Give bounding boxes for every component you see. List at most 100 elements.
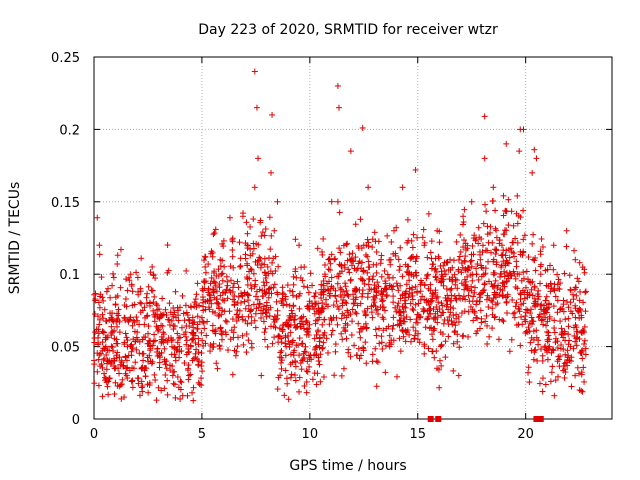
data-point: [403, 281, 410, 288]
data-point: [377, 290, 384, 297]
data-point: [135, 375, 142, 382]
data-point: [530, 231, 537, 238]
data-point: [129, 302, 136, 309]
data-point: [373, 288, 380, 295]
y-tick-label: 0.15: [51, 196, 80, 211]
data-point: [319, 345, 326, 352]
data-point: [477, 307, 484, 314]
data-point: [306, 321, 313, 328]
data-point: [453, 238, 460, 245]
data-point: [100, 315, 107, 322]
data-point: [412, 327, 419, 334]
data-point: [103, 360, 110, 367]
data-point: [203, 332, 210, 339]
data-point: [207, 296, 214, 303]
data-point: [397, 348, 404, 355]
data-point: [372, 345, 379, 352]
data-point: [161, 345, 168, 352]
data-point: [167, 309, 174, 316]
data-point: [311, 335, 318, 342]
data-point: [276, 325, 283, 332]
data-point: [434, 293, 441, 300]
data-point: [133, 346, 140, 353]
data-point: [289, 359, 296, 366]
data-point: [347, 277, 354, 284]
data-point: [435, 366, 442, 373]
data-point: [572, 314, 579, 321]
data-point: [472, 237, 479, 244]
data-point: [92, 329, 99, 336]
data-point: [256, 300, 263, 307]
data-point: [169, 363, 176, 370]
data-point: [333, 298, 340, 305]
data-point: [320, 339, 327, 346]
data-point: [410, 273, 417, 280]
data-point: [475, 224, 482, 231]
data-point: [136, 392, 143, 399]
data-point: [456, 344, 463, 351]
data-point: [386, 257, 393, 264]
data-point: [331, 372, 338, 379]
data-point: [278, 359, 285, 366]
data-point: [198, 359, 205, 366]
data-point: [468, 263, 475, 270]
data-point: [478, 315, 485, 322]
data-point: [201, 257, 208, 264]
data-point: [424, 271, 431, 278]
data-point: [564, 298, 571, 305]
data-point: [177, 378, 184, 385]
data-point: [474, 261, 481, 268]
data-point: [420, 226, 427, 233]
data-point: [540, 310, 547, 317]
data-point: [551, 329, 558, 336]
plot-border: [93, 56, 613, 420]
data-point: [136, 321, 143, 328]
data-point: [382, 278, 389, 285]
data-point: [188, 304, 195, 311]
data-point: [268, 290, 275, 297]
data-point: [242, 305, 249, 312]
data-point: [396, 317, 403, 324]
data-point: [461, 206, 468, 213]
data-point: [259, 287, 266, 294]
data-point: [373, 332, 380, 339]
data-point: [403, 313, 410, 320]
data-point: [252, 310, 259, 317]
data-point: [113, 352, 120, 359]
data-point: [284, 282, 291, 289]
data-point: [500, 279, 507, 286]
data-point: [516, 148, 523, 155]
data-point: [165, 335, 172, 342]
data-point: [443, 303, 450, 310]
data-point: [185, 376, 192, 383]
data-point: [366, 264, 373, 271]
data-point: [188, 336, 195, 343]
data-point: [395, 287, 402, 294]
data-point: [267, 246, 274, 253]
data-point: [345, 346, 352, 353]
data-point: [348, 331, 355, 338]
data-point: [501, 283, 508, 290]
data-point: [124, 287, 131, 294]
data-point: [145, 323, 152, 330]
data-point: [402, 261, 409, 268]
data-point: [251, 184, 258, 191]
data-point: [362, 320, 369, 327]
data-point: [176, 354, 183, 361]
data-point: [287, 322, 294, 329]
data-point: [451, 293, 458, 300]
data-point: [448, 318, 455, 325]
data-point: [305, 331, 312, 338]
data-point: [565, 323, 572, 330]
data-point: [122, 330, 129, 337]
data-point: [119, 376, 126, 383]
data-point: [375, 311, 382, 318]
data-point: [140, 357, 147, 364]
data-point: [244, 281, 251, 288]
data-point: [482, 318, 489, 325]
data-point: [110, 270, 117, 277]
data-point: [260, 318, 267, 325]
data-point: [426, 325, 433, 332]
data-point: [450, 367, 457, 374]
data-point: [267, 169, 274, 176]
